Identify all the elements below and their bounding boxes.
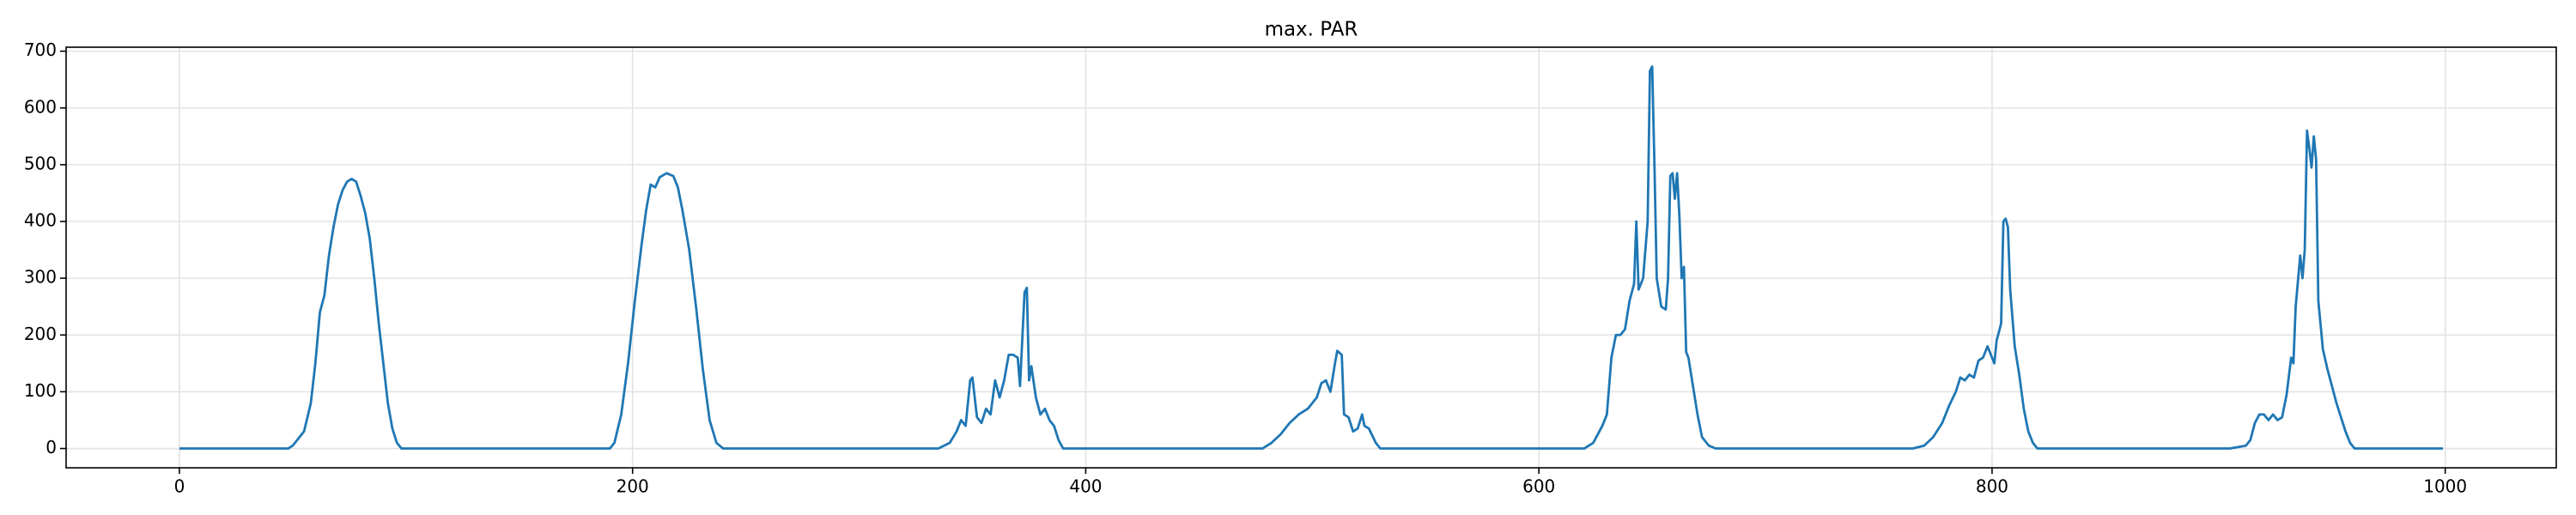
y-tick-label: 700 bbox=[24, 39, 57, 60]
x-tick-label: 600 bbox=[1522, 476, 1555, 497]
x-tick-label: 1000 bbox=[2423, 476, 2467, 497]
y-tick-label: 400 bbox=[24, 210, 57, 231]
y-tick-label: 600 bbox=[24, 96, 57, 117]
plot-frame bbox=[65, 46, 2557, 469]
data-line bbox=[179, 65, 2444, 450]
x-tick-label: 800 bbox=[1976, 476, 2008, 497]
y-tick-label: 300 bbox=[24, 267, 57, 288]
x-tick-label: 400 bbox=[1069, 476, 1102, 497]
x-tick-label: 200 bbox=[617, 476, 649, 497]
y-tick-label: 100 bbox=[24, 380, 57, 401]
y-tick-label: 0 bbox=[46, 437, 57, 457]
x-tick-label: 0 bbox=[174, 476, 185, 497]
y-tick-label: 500 bbox=[24, 153, 57, 173]
y-tick-label: 200 bbox=[24, 324, 57, 344]
chart-title: max. PAR bbox=[1265, 19, 1358, 41]
